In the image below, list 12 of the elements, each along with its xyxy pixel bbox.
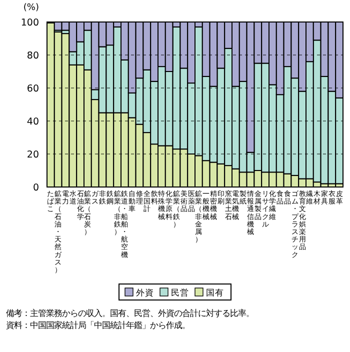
y-axis-title: (%) [23,3,39,13]
y-tick-label: 0 [32,182,39,194]
text: 資料：中国国家統計局「中国統計年鑑」から作成。 [6,320,190,330]
y-tick-label: 80 [26,50,39,62]
y-tick-label: 20 [26,149,39,160]
legend-label: 民営 [171,288,189,298]
legend-label: 外資 [136,288,154,298]
y-tick-label: 60 [26,83,39,94]
legend-label: 国有 [206,288,224,298]
text: 備考：主管業務からの収入。国有、民営、外資の合計に対する比率。 [6,308,254,318]
y-tick-label: 40 [26,116,39,128]
y-tick-label: 100 [20,17,39,28]
